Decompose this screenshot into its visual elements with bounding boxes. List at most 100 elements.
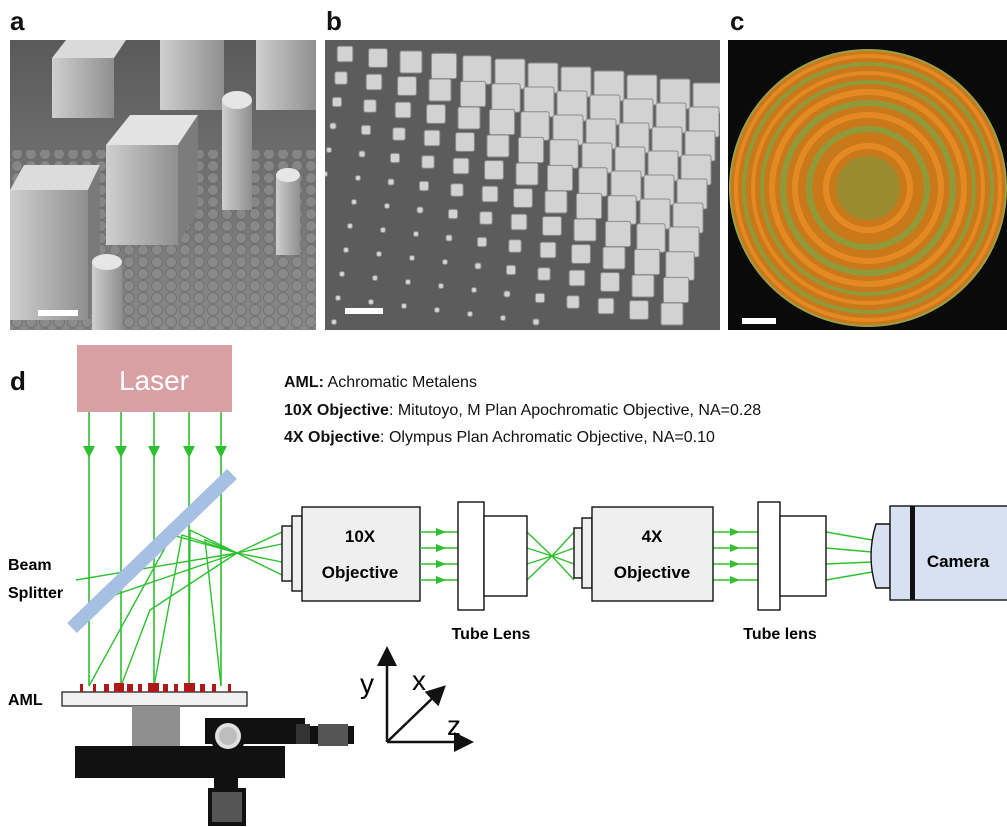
beam-splitter xyxy=(67,468,237,634)
legend-aml-desc: Achromatic Metalens xyxy=(323,374,477,391)
lens-ring xyxy=(780,100,956,276)
panel-d-letter: d xyxy=(10,366,26,396)
nanopillar xyxy=(387,178,395,186)
nanopillar xyxy=(467,311,473,317)
nanopillar xyxy=(416,206,424,214)
nanopillar xyxy=(434,307,440,313)
lens-ring xyxy=(742,62,994,314)
nanopillar xyxy=(351,199,357,205)
nanopillar xyxy=(326,147,332,153)
nanopillar xyxy=(662,276,690,304)
nanopillar xyxy=(539,241,557,259)
objective-4x-label-2: Objective xyxy=(614,563,691,582)
nanopillar xyxy=(392,127,406,141)
beam-splitter-label-1: Beam xyxy=(8,557,52,574)
setup-schematic: Laser Beam Splitter xyxy=(8,345,1007,826)
nanopillar xyxy=(602,246,626,270)
lens-ring xyxy=(792,112,944,264)
nanopillar xyxy=(445,234,453,242)
nanopillar xyxy=(462,55,492,85)
axis-z-label: z xyxy=(447,710,461,741)
translation-stage xyxy=(75,706,354,826)
nanopillar xyxy=(409,255,415,261)
nanopillar xyxy=(401,303,407,309)
aml-metalens xyxy=(80,683,231,692)
nanopillar xyxy=(363,99,377,113)
nanopillar xyxy=(633,248,661,276)
objective-10x-label-1: 10X xyxy=(345,527,376,546)
legend-10x: 10X Objective: Mitutoyo, M Plan Apochrom… xyxy=(284,402,761,420)
nanopillar xyxy=(573,218,597,242)
nanopillar xyxy=(421,155,435,169)
nanopillar xyxy=(336,45,354,63)
nanopillar xyxy=(325,171,328,177)
nanopillar xyxy=(503,290,511,298)
nanopillar xyxy=(399,50,423,74)
nanopillar xyxy=(546,164,574,192)
laser-label: Laser xyxy=(119,365,189,396)
legend-4x-term: 4X Objective xyxy=(284,429,381,446)
axis-y-label: y xyxy=(360,668,374,699)
nanopillar xyxy=(331,96,343,108)
nanopillar xyxy=(491,83,521,113)
nanopillar xyxy=(334,71,348,85)
nanopillar xyxy=(532,318,540,326)
nanopillar xyxy=(413,231,419,237)
camera-label: Camera xyxy=(927,552,990,571)
nanopillar xyxy=(568,269,586,287)
nanopillar xyxy=(428,78,452,102)
nanopillar xyxy=(459,80,487,108)
nanopillar xyxy=(607,195,637,225)
nanopillar xyxy=(571,244,591,264)
lens-ring xyxy=(760,80,976,296)
nanopillar xyxy=(500,315,506,321)
objective-10x-label-2: Objective xyxy=(322,563,399,582)
nanopillar xyxy=(505,264,517,276)
pillar-large-2 xyxy=(106,115,198,245)
nanopillar xyxy=(575,192,603,220)
panel-b-letter: b xyxy=(326,6,342,36)
nanopillar xyxy=(418,180,430,192)
nanopillar xyxy=(515,162,539,186)
objective-4x-label-1: 4X xyxy=(642,527,663,546)
nanopillar xyxy=(450,183,464,197)
nanopillar xyxy=(394,101,412,119)
legend-aml-term: AML: xyxy=(284,374,324,391)
nanopillar xyxy=(476,236,488,248)
nanopillar xyxy=(347,223,353,229)
nanopillar xyxy=(600,272,620,292)
nanopillar xyxy=(549,139,579,169)
lens-ring xyxy=(751,71,985,305)
nanopillar xyxy=(339,271,345,277)
lens-center xyxy=(836,156,900,220)
lens-ring xyxy=(806,126,930,250)
nanopillar xyxy=(365,73,383,91)
nanopillar xyxy=(455,132,475,152)
nanopillar xyxy=(430,52,458,80)
nanopillar xyxy=(534,292,546,304)
camera xyxy=(870,505,1007,601)
nanopillar xyxy=(604,220,632,248)
tube-lens-2 xyxy=(757,501,827,611)
scale-bar-b xyxy=(345,308,383,314)
scale-bar-c xyxy=(742,318,776,324)
nanopillar xyxy=(380,227,386,233)
nanopillar xyxy=(566,295,580,309)
legend-aml: AML: Achromatic Metalens xyxy=(284,374,477,392)
nanopillar xyxy=(355,175,361,181)
nanopillar xyxy=(517,136,545,164)
nanopillar xyxy=(438,283,444,289)
tube-lens-1-label: Tube Lens xyxy=(452,626,531,643)
legend-10x-term: 10X Objective xyxy=(284,402,389,419)
nanopillar xyxy=(544,190,568,214)
nanopillar xyxy=(331,319,337,325)
panel-a-letter: a xyxy=(10,6,25,36)
nanopillar xyxy=(442,259,448,265)
nanopillar xyxy=(488,108,516,136)
nanopillar xyxy=(474,262,482,270)
sem-image-b xyxy=(325,40,720,330)
nanopillar xyxy=(426,104,446,124)
nanopillar xyxy=(452,157,470,175)
nanopillar xyxy=(358,150,366,158)
nanopillar xyxy=(660,302,684,326)
